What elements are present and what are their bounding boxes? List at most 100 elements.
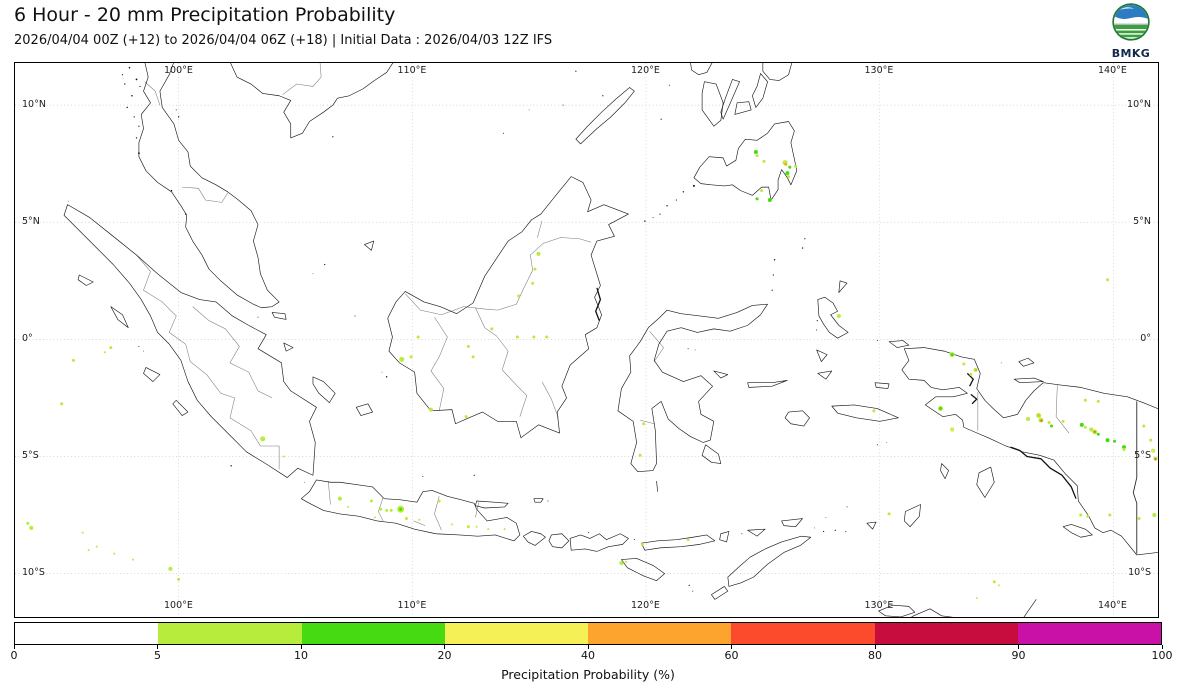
small-island xyxy=(813,527,815,529)
precip-marker xyxy=(428,407,433,412)
small-island xyxy=(575,70,577,72)
precip-marker xyxy=(379,507,383,511)
coastline xyxy=(940,463,949,480)
precip-marker xyxy=(399,356,405,362)
precip-marker xyxy=(887,512,891,516)
precip-marker xyxy=(369,499,373,503)
small-island xyxy=(138,152,140,155)
precip-marker xyxy=(464,415,468,419)
lat-label-left: 5°S xyxy=(22,449,39,461)
precip-marker xyxy=(992,580,996,584)
small-island xyxy=(135,78,138,81)
coastline xyxy=(575,87,635,145)
small-island xyxy=(675,199,677,201)
small-island xyxy=(804,238,806,240)
admin-border xyxy=(475,307,528,417)
small-island xyxy=(668,84,670,86)
small-island xyxy=(692,590,694,592)
precip-marker xyxy=(1040,419,1043,422)
precip-marker xyxy=(132,558,135,561)
precip-marker xyxy=(260,436,266,442)
precip-marker xyxy=(437,499,441,503)
coastline xyxy=(1018,357,1035,367)
colorbar-segment-5 xyxy=(731,623,875,644)
precip-marker xyxy=(619,561,624,566)
small-island xyxy=(170,189,173,192)
coastline xyxy=(874,382,890,389)
small-island xyxy=(502,132,504,134)
precip-marker xyxy=(409,355,413,359)
coastline xyxy=(747,528,766,537)
small-island xyxy=(135,137,138,139)
coastline xyxy=(727,535,812,587)
colorbar-tickmark xyxy=(731,645,732,649)
lat-label-left: 0° xyxy=(22,332,33,344)
precip-marker xyxy=(962,362,966,366)
small-island xyxy=(801,247,804,249)
small-island xyxy=(562,104,564,106)
small-island xyxy=(138,125,140,127)
precip-marker xyxy=(373,516,376,519)
precip-marker xyxy=(788,165,792,169)
precip-marker xyxy=(1093,430,1096,433)
precip-marker xyxy=(168,566,173,571)
precip-marker xyxy=(1083,398,1087,402)
precip-marker xyxy=(1137,517,1141,521)
small-island xyxy=(128,66,131,69)
coastline xyxy=(831,404,899,422)
png-border xyxy=(1132,401,1138,554)
precip-marker xyxy=(939,407,943,411)
admin-border xyxy=(182,186,228,203)
small-island xyxy=(633,539,635,541)
page-title: 6 Hour - 20 mm Precipitation Probability xyxy=(14,4,396,26)
bmkg-logo-icon xyxy=(1112,3,1150,41)
small-island xyxy=(682,191,685,193)
admin-border xyxy=(413,520,426,526)
colorbar-title: Precipitation Probability (%) xyxy=(501,667,675,682)
colorbar-segment-7 xyxy=(1017,623,1161,644)
precip-marker xyxy=(337,496,342,501)
precip-marker xyxy=(1050,424,1054,428)
precip-marker xyxy=(389,508,393,512)
precip-marker xyxy=(536,251,541,256)
lon-label-bottom: 120°E xyxy=(630,600,660,611)
admin-border xyxy=(649,331,664,362)
precip-marker xyxy=(531,281,535,285)
precip-marker xyxy=(1152,449,1155,452)
coastline xyxy=(77,274,94,286)
lon-label-top: 130°E xyxy=(864,65,894,76)
admin-border xyxy=(640,419,655,425)
colorbar-tick-label: 10 xyxy=(294,649,308,662)
coastline xyxy=(878,604,916,617)
small-island xyxy=(131,94,133,97)
colorbar-tickmark xyxy=(444,645,445,649)
precip-marker xyxy=(29,525,34,530)
precip-marker xyxy=(625,560,628,563)
small-island xyxy=(602,95,604,97)
small-island xyxy=(692,184,695,187)
admin-border xyxy=(541,381,559,418)
small-island xyxy=(126,106,128,109)
small-island xyxy=(121,74,124,76)
precip-marker xyxy=(113,552,116,555)
precip-marker xyxy=(533,267,537,271)
colorbar-tick-label: 0 xyxy=(10,649,18,662)
coastline xyxy=(1023,599,1037,617)
precip-marker xyxy=(503,528,506,531)
small-island xyxy=(660,118,662,120)
small-island xyxy=(694,349,696,351)
admin-border xyxy=(405,237,592,316)
small-island xyxy=(257,316,259,318)
map-svg xyxy=(15,63,1158,617)
coastline xyxy=(816,349,828,362)
lon-label-top: 120°E xyxy=(630,65,660,76)
precip-marker xyxy=(1152,513,1157,518)
admin-border xyxy=(136,254,280,470)
small-island xyxy=(324,263,326,266)
lat-label-right: 0° xyxy=(1140,332,1151,344)
coastline xyxy=(355,403,373,416)
precip-marker xyxy=(755,154,759,158)
coastline xyxy=(901,347,1158,556)
admin-border xyxy=(192,306,273,399)
coastline xyxy=(701,81,724,127)
